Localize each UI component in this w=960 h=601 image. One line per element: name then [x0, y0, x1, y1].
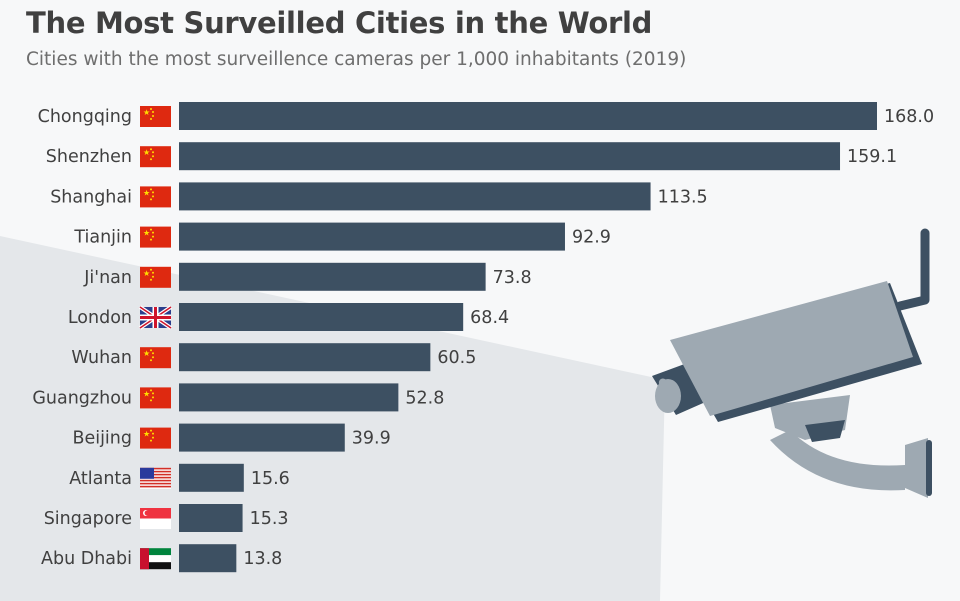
- value-label: 60.5: [437, 348, 476, 368]
- svg-text:★: ★: [143, 108, 150, 117]
- svg-text:★: ★: [143, 188, 150, 197]
- bar-row: Wuhan ★ 60.5: [71, 343, 476, 372]
- bar-row: Chongqing ★ 168.0: [38, 102, 934, 130]
- china-flag-icon: ★: [140, 186, 171, 208]
- svg-text:★: ★: [143, 269, 150, 278]
- china-flag-icon: ★: [140, 427, 171, 449]
- svg-text:★: ★: [143, 389, 150, 398]
- bar-row: Beijing ★ 39.9: [72, 423, 391, 452]
- bar-row: London 68.4: [68, 303, 509, 331]
- category-label: Chongqing: [38, 107, 132, 127]
- category-label: Guangzhou: [32, 388, 132, 408]
- category-label: Beijing: [72, 429, 132, 449]
- category-label: Tianjin: [73, 228, 132, 248]
- svg-text:★: ★: [143, 430, 150, 439]
- china-flag-icon: ★: [140, 387, 171, 409]
- category-label: Abu Dhabi: [41, 549, 132, 569]
- category-label: Ji'nan: [83, 268, 132, 288]
- usa-flag-icon: [140, 467, 171, 489]
- value-label: 15.6: [251, 469, 290, 489]
- bar: [179, 222, 565, 251]
- security-camera-icon: [652, 228, 932, 498]
- bar: [179, 303, 464, 331]
- bar-row: Shenzhen ★ 159.1: [46, 142, 897, 171]
- value-label: 168.0: [884, 107, 934, 127]
- value-label: 113.5: [658, 187, 708, 207]
- bar-row: Ji'nan ★ 73.8: [83, 262, 532, 291]
- category-label: Wuhan: [71, 348, 132, 368]
- bar: [179, 463, 244, 492]
- bar: [179, 383, 399, 412]
- bar: [179, 262, 486, 291]
- category-label: Singapore: [44, 509, 132, 529]
- category-label: London: [68, 308, 132, 328]
- chart-subtitle: Cities with the most surveillence camera…: [26, 49, 687, 70]
- value-label: 39.9: [352, 429, 391, 449]
- chart-title: The Most Surveilled Cities in the World: [26, 6, 653, 40]
- value-label: 73.8: [493, 268, 532, 288]
- bar-row: Singapore 15.3: [44, 504, 289, 532]
- uae-flag-icon: [140, 548, 171, 570]
- china-flag-icon: ★: [140, 266, 171, 288]
- bar-row: Tianjin ★ 92.9: [73, 222, 611, 251]
- value-label: 68.4: [470, 308, 509, 328]
- china-flag-icon: ★: [140, 146, 171, 168]
- value-label: 92.9: [572, 228, 611, 248]
- value-label: 52.8: [405, 388, 444, 408]
- singapore-flag-icon: [140, 508, 171, 529]
- value-label: 13.8: [243, 549, 282, 569]
- svg-text:★: ★: [143, 229, 150, 238]
- value-label: 159.1: [847, 147, 897, 167]
- bar-row: Abu Dhabi 13.8: [41, 544, 282, 573]
- bar-row: Atlanta 15.6: [69, 463, 290, 492]
- china-flag-icon: ★: [140, 347, 171, 369]
- bar: [179, 182, 651, 211]
- bar: [179, 142, 841, 171]
- category-label: Atlanta: [69, 469, 132, 489]
- bar: [179, 544, 237, 573]
- china-flag-icon: ★: [140, 226, 171, 248]
- china-flag-icon: ★: [140, 106, 171, 127]
- bar: [179, 102, 877, 130]
- svg-text:★: ★: [143, 349, 150, 358]
- bar: [179, 343, 431, 372]
- bar: [179, 504, 243, 532]
- category-label: Shanghai: [50, 187, 132, 207]
- bar: [179, 423, 345, 452]
- category-label: Shenzhen: [46, 147, 132, 167]
- uk-flag-icon: [138, 305, 173, 330]
- bar-row: Guangzhou ★ 52.8: [32, 383, 444, 412]
- value-label: 15.3: [250, 509, 289, 529]
- bar-row: Shanghai ★ 113.5: [50, 182, 708, 211]
- svg-text:★: ★: [143, 148, 150, 157]
